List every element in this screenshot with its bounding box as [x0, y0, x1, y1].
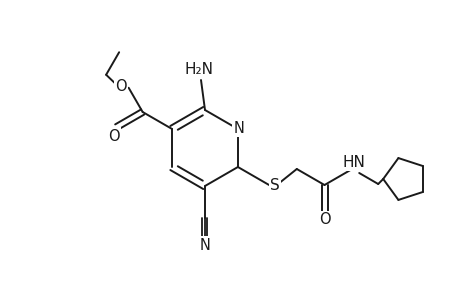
Text: S: S	[269, 178, 280, 193]
Text: O: O	[115, 79, 126, 94]
Text: H₂N: H₂N	[184, 61, 213, 76]
Text: N: N	[233, 121, 244, 136]
Text: O: O	[318, 212, 330, 227]
Text: HN: HN	[342, 154, 365, 169]
Text: N: N	[199, 238, 210, 253]
Text: O: O	[107, 128, 119, 143]
